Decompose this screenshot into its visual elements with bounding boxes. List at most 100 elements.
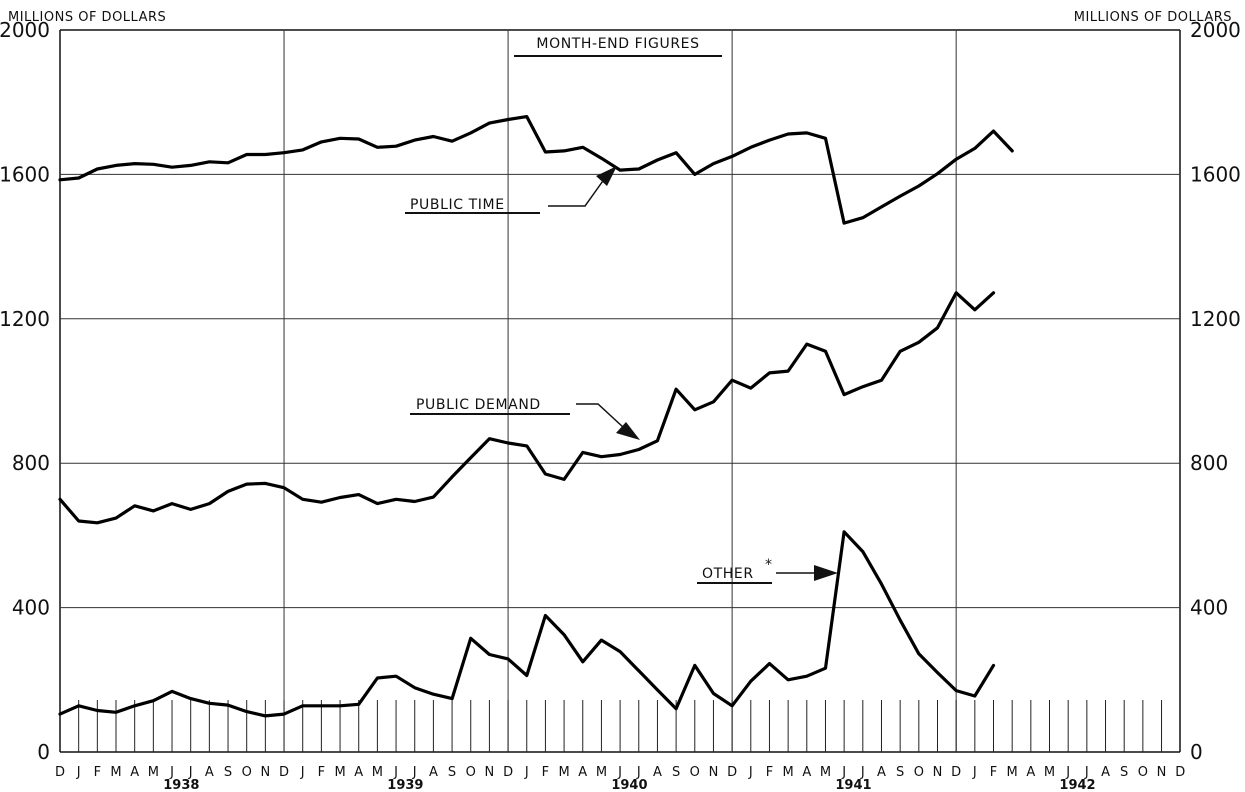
x-month-label: J [393, 765, 398, 780]
x-month-label: N [933, 765, 943, 780]
chart-title-group: MONTH-END FIGURES [514, 36, 722, 57]
x-month-label: M [596, 765, 607, 780]
left-unit-label: MILLIONS OF DOLLARS [8, 10, 166, 25]
y-tick-label-right: 400 [1190, 596, 1228, 620]
other-label: OTHER [702, 566, 754, 582]
x-month-label: D [503, 765, 513, 780]
x-month-label: O [690, 765, 700, 780]
x-month-label: A [205, 765, 214, 780]
x-month-label: F [318, 765, 325, 780]
public-time-arrowhead [596, 166, 617, 186]
x-month-label: A [130, 765, 139, 780]
x-month-label: D [727, 765, 737, 780]
x-month-label: O [914, 765, 924, 780]
x-month-label: A [429, 765, 438, 780]
x-month-label: A [802, 765, 811, 780]
plot-frame [59, 29, 1181, 753]
month-ticks [78, 700, 1163, 752]
public-demand-annotation: PUBLIC DEMAND [410, 397, 640, 440]
chart-title: MONTH-END FIGURES [536, 36, 699, 52]
x-year-label: 1939 [387, 778, 423, 792]
x-month-label: M [148, 765, 159, 780]
x-month-label: F [542, 765, 549, 780]
series-lines [58, 114, 1014, 718]
y-tick-label-left: 800 [12, 451, 50, 475]
x-month-label: A [354, 765, 363, 780]
public-time-arrow [548, 177, 606, 207]
x-month-label: S [1120, 765, 1128, 780]
x-month-label: M [1007, 765, 1018, 780]
gridlines [60, 30, 1180, 752]
x-month-label: M [783, 765, 794, 780]
x-month-label: O [242, 765, 252, 780]
x-month-label: N [709, 765, 719, 780]
x-month-label: J [617, 765, 622, 780]
x-month-label: D [279, 765, 289, 780]
x-year-label: 1941 [835, 778, 871, 792]
x-month-label: S [448, 765, 456, 780]
public-time-annotation: PUBLIC TIME [405, 166, 617, 214]
x-month-label: A [578, 765, 587, 780]
x-month-label: J [76, 765, 81, 780]
public-demand-arrowhead [616, 422, 640, 440]
x-month-label: J [188, 765, 193, 780]
public-demand-label: PUBLIC DEMAND [416, 397, 541, 413]
x-month-label: J [636, 765, 641, 780]
other-arrowhead [814, 565, 838, 581]
x-month-label: J [748, 765, 753, 780]
x-month-label: N [1157, 765, 1167, 780]
y-tick-label-right: 1200 [1190, 307, 1241, 331]
y-tick-label-left: 2000 [0, 18, 50, 42]
x-month-label: O [1138, 765, 1148, 780]
y-tick-label-left: 1600 [0, 162, 50, 186]
x-month-label: J [860, 765, 865, 780]
x-month-label: J [524, 765, 529, 780]
x-month-label: A [653, 765, 662, 780]
x-month-label: M [1044, 765, 1055, 780]
x-month-label: F [990, 765, 997, 780]
y-tick-label-right: 0 [1190, 740, 1203, 764]
x-month-label: M [820, 765, 831, 780]
x-year-label: 1940 [611, 778, 647, 792]
x-month-label: S [224, 765, 232, 780]
y-tick-label-right: 2000 [1190, 18, 1241, 42]
other-annotation: OTHER * [697, 557, 838, 584]
x-year-label: 1938 [163, 778, 199, 792]
x-month-label: J [412, 765, 417, 780]
y-tick-label-right: 800 [1190, 451, 1228, 475]
x-month-label: D [55, 765, 65, 780]
x-month-label: J [1065, 765, 1070, 780]
x-month-label: F [766, 765, 773, 780]
x-month-label: J [972, 765, 977, 780]
x-month-label: J [841, 765, 846, 780]
x-month-label: S [896, 765, 904, 780]
x-month-label: A [1026, 765, 1035, 780]
x-month-label: S [672, 765, 680, 780]
x-month-label: M [558, 765, 569, 780]
x-month-label: N [485, 765, 495, 780]
x-month-label: M [372, 765, 383, 780]
x-month-label: A [877, 765, 886, 780]
public-time-label: PUBLIC TIME [410, 197, 505, 213]
y-tick-label-left: 0 [37, 740, 50, 764]
x-month-label: D [1175, 765, 1185, 780]
right-unit-label: MILLIONS OF DOLLARS [1074, 10, 1232, 25]
x-month-label: J [169, 765, 174, 780]
y-tick-label-right: 1600 [1190, 162, 1241, 186]
y-tick-label-left: 1200 [0, 307, 50, 331]
public-demand-line [58, 291, 996, 525]
other-asterisk: * [765, 557, 773, 573]
x-month-label: D [951, 765, 961, 780]
x-month-label: M [334, 765, 345, 780]
other-line [58, 530, 996, 718]
x-month-label: F [94, 765, 101, 780]
x-month-label: J [1084, 765, 1089, 780]
x-month-label: N [261, 765, 271, 780]
x-month-label: M [110, 765, 121, 780]
x-year-label: 1942 [1059, 778, 1095, 792]
public-time-line [58, 114, 1014, 225]
x-month-label: J [300, 765, 305, 780]
y-axis-labels: 0 0 400 400 800 800 1200 1200 1600 1600 2000 2000 [0, 18, 1241, 764]
